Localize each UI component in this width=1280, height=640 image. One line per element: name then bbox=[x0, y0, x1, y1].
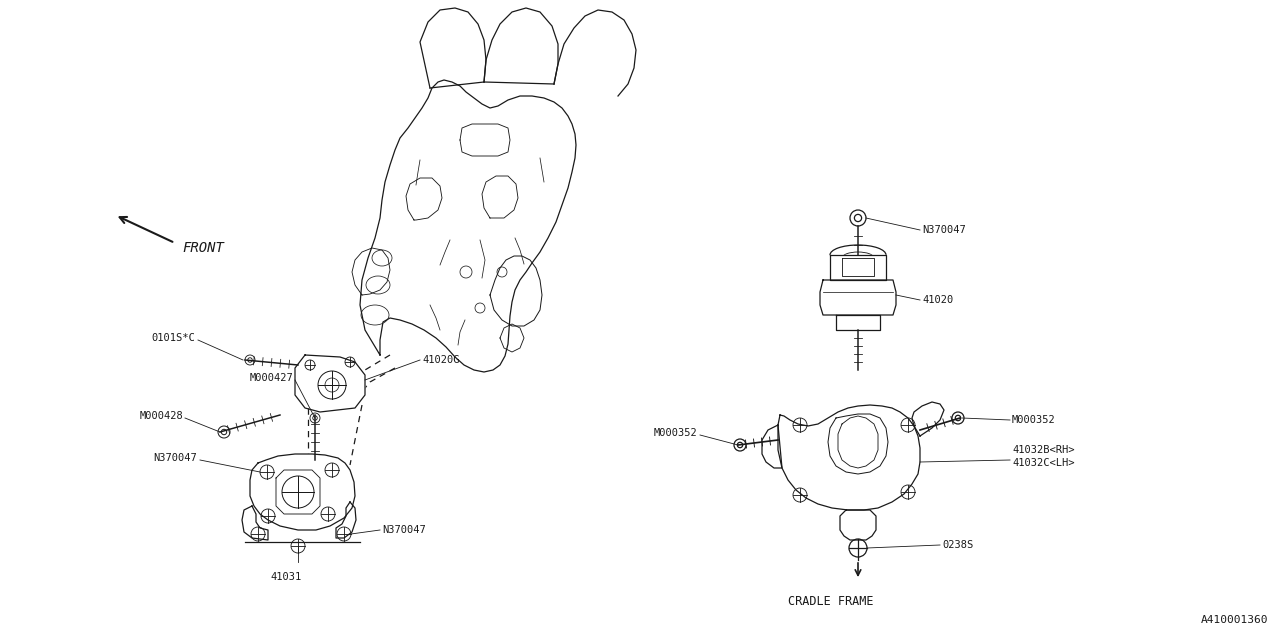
Polygon shape bbox=[840, 510, 876, 540]
Text: 0101S*C: 0101S*C bbox=[151, 333, 195, 343]
Polygon shape bbox=[778, 405, 920, 510]
Text: M000352: M000352 bbox=[653, 428, 698, 438]
Polygon shape bbox=[762, 425, 782, 468]
Polygon shape bbox=[913, 402, 945, 436]
Polygon shape bbox=[250, 454, 355, 530]
Polygon shape bbox=[820, 280, 896, 315]
Polygon shape bbox=[242, 532, 362, 542]
Text: 41020G: 41020G bbox=[422, 355, 460, 365]
Text: 0238S: 0238S bbox=[942, 540, 973, 550]
Text: A410001360: A410001360 bbox=[1201, 615, 1268, 625]
Text: 41020: 41020 bbox=[922, 295, 954, 305]
Text: 41032B<RH>: 41032B<RH> bbox=[1012, 445, 1074, 455]
Text: M000352: M000352 bbox=[1012, 415, 1056, 425]
Polygon shape bbox=[836, 315, 881, 330]
Text: M000427: M000427 bbox=[250, 373, 293, 383]
Text: N370047: N370047 bbox=[154, 453, 197, 463]
Text: M000428: M000428 bbox=[140, 411, 183, 421]
Text: N370047: N370047 bbox=[922, 225, 965, 235]
Polygon shape bbox=[829, 255, 886, 280]
Text: FRONT: FRONT bbox=[182, 241, 224, 255]
Text: CRADLE FRAME: CRADLE FRAME bbox=[788, 595, 873, 608]
Text: 41031: 41031 bbox=[270, 572, 301, 582]
Polygon shape bbox=[242, 506, 268, 540]
Polygon shape bbox=[337, 502, 356, 538]
Polygon shape bbox=[294, 355, 365, 412]
Text: N370047: N370047 bbox=[381, 525, 426, 535]
Text: 41032C<LH>: 41032C<LH> bbox=[1012, 458, 1074, 468]
